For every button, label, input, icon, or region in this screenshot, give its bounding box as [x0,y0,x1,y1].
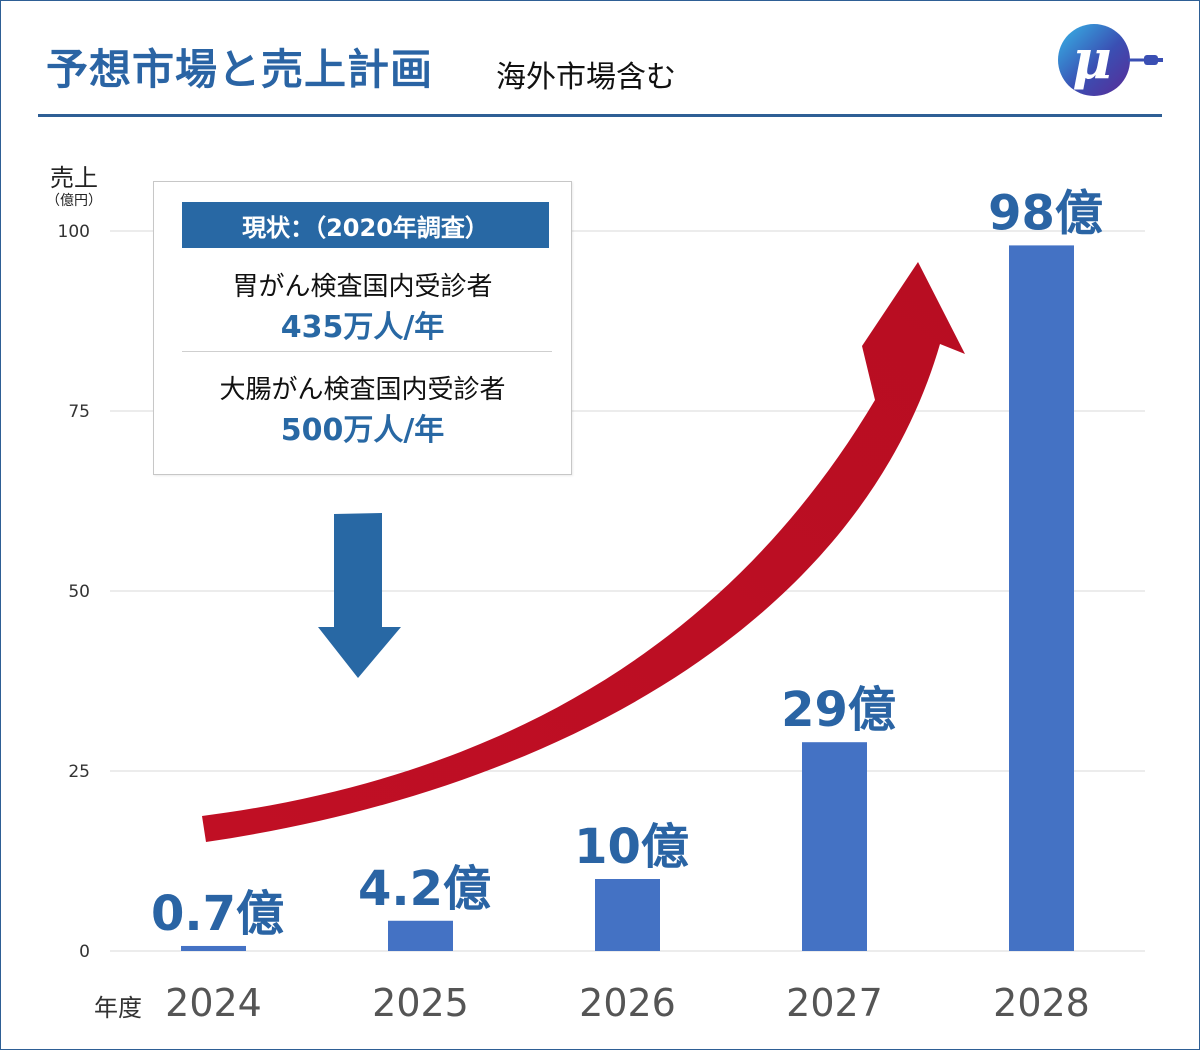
colon-exam-value: 500万人/年 [280,413,445,448]
data-label-2025: 4.2億 [358,861,491,917]
y-tick-label: 0 [79,942,90,962]
colon-exam-label: 大腸がん検査国内受診者 [219,375,506,405]
data-label-2026: 10億 [574,819,689,875]
y-tick-label: 25 [68,762,90,782]
y-axis-unit: （億円） [46,193,102,209]
x-tick-label: 2026 [579,981,676,1025]
page-subtitle: 海外市場含む [496,60,676,95]
y-tick-label: 50 [68,582,90,602]
logo-plug-pin [1157,58,1163,62]
bar-2026 [595,879,660,951]
info-divider [182,351,552,352]
company-logo: μ [1058,24,1163,96]
data-label-2028: 98億 [988,185,1103,241]
logo-mu-glyph: μ [1072,27,1112,91]
current-status-box: 現状：（2020年調査） 胃がん検査国内受診者 435万人/年 大腸がん検査国内… [153,181,572,475]
growth-arrow [202,262,965,842]
data-label-2027: 29億 [781,682,896,738]
y-tick-label: 75 [68,402,90,422]
x-tick-label: 2024 [165,981,262,1025]
data-label-2024: 0.7億 [151,886,284,942]
bar-2028 [1009,245,1074,951]
status-header: 現状：（2020年調査） [182,202,549,248]
down-arrow [318,513,401,678]
stomach-exam-value: 435万人/年 [280,310,445,345]
bar-2024 [181,945,246,951]
x-tick-label: 2027 [786,981,883,1025]
logo-circle [1058,24,1130,96]
page-title: 予想市場と売上計画 [46,45,434,94]
stomach-exam-label: 胃がん検査国内受診者 [232,272,493,302]
bar-2027 [802,742,867,951]
logo-plug [1144,55,1158,65]
x-tick-label: 2028 [993,981,1090,1025]
x-tick-label: 2025 [372,981,469,1025]
header-divider [38,114,1162,117]
x-axis-title: 年度 [94,994,142,1022]
bar-2025 [388,920,453,951]
y-axis-title: 売上 [50,164,98,192]
y-tick-label: 100 [58,222,90,242]
